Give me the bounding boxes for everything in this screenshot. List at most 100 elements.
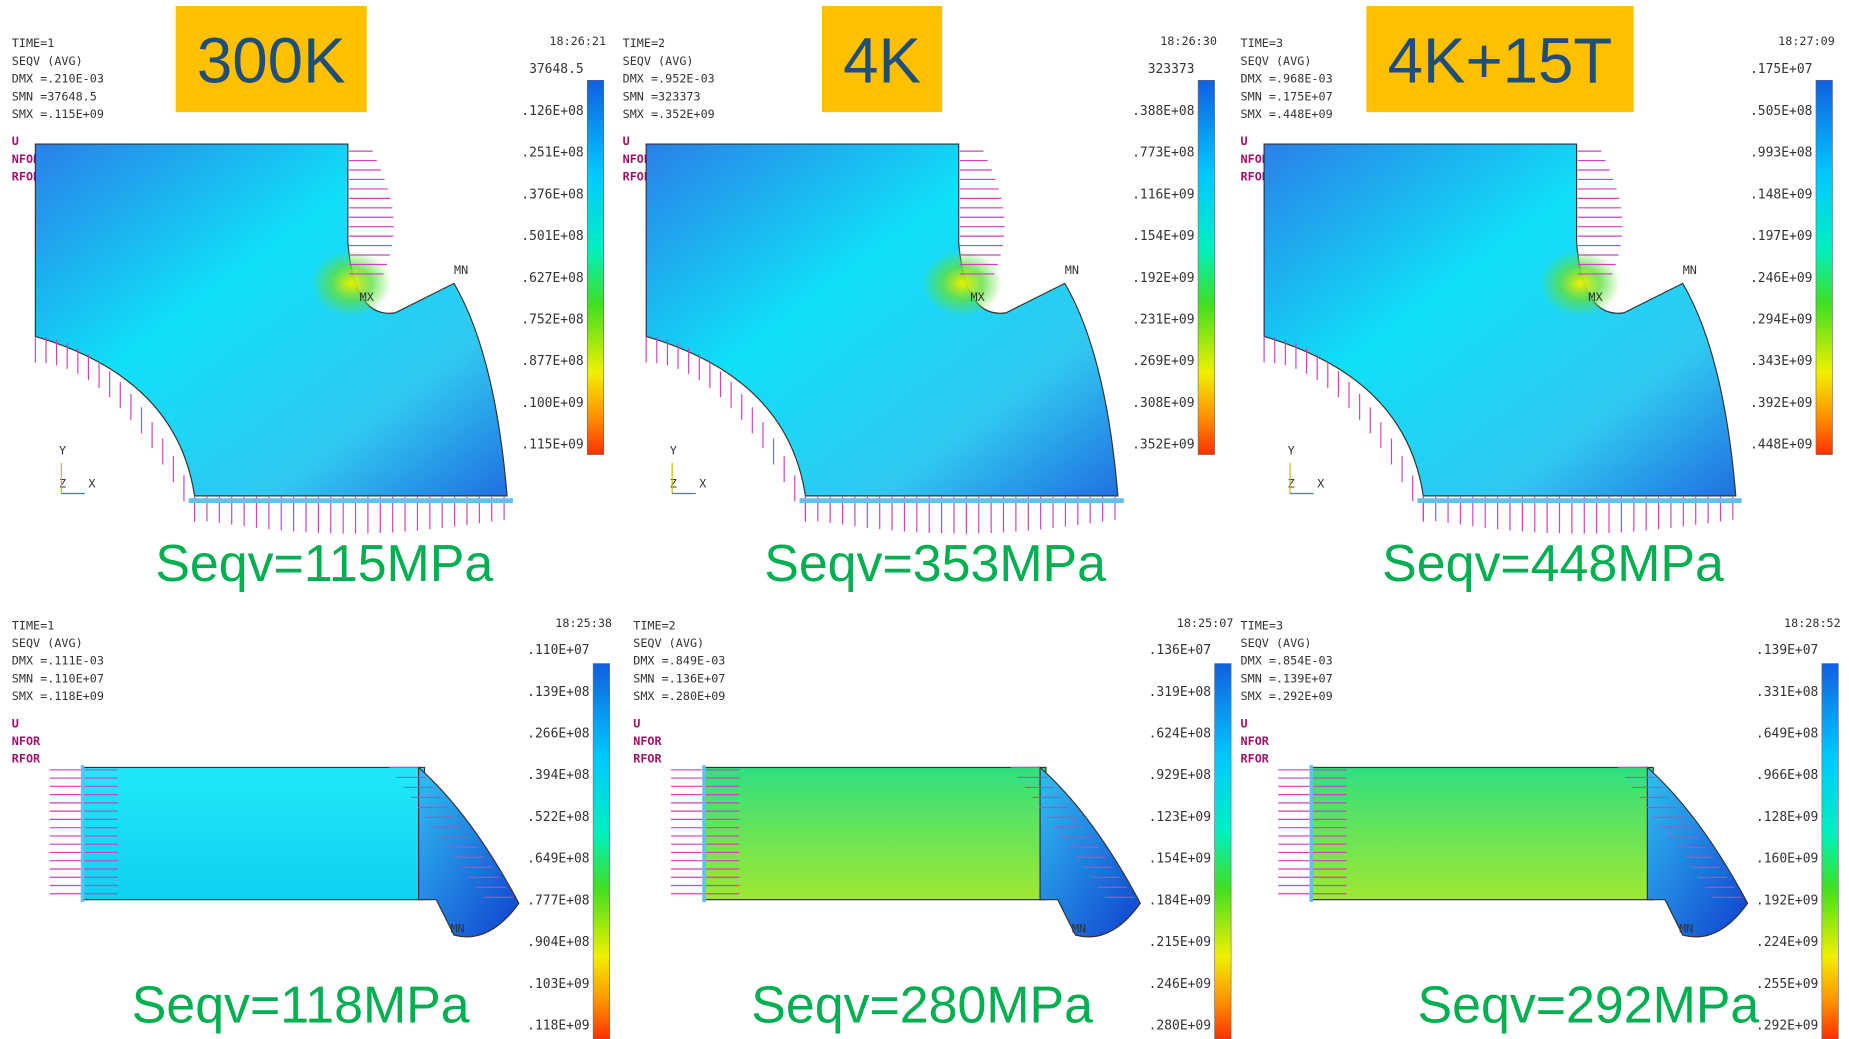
scale-label: .139E+07 (1756, 643, 1818, 658)
scale-label: .100E+09 (521, 396, 583, 411)
scale-label: .123E+09 (1149, 810, 1211, 825)
load-legend: U (1241, 134, 1248, 148)
min-stress: SMN =37648.5 (12, 89, 97, 103)
stress-type: SEQV (AVG) (12, 636, 83, 650)
model-tip (419, 767, 519, 936)
time-step: TIME=3 (1241, 618, 1284, 632)
stress-hotspot (1540, 250, 1620, 316)
time-stamp: 18:26:21 (549, 34, 606, 48)
scale-label: .184E+09 (1149, 893, 1211, 908)
scale-label: .192E+09 (1756, 893, 1818, 908)
scale-label: .501E+08 (521, 229, 583, 244)
scale-label: .110E+07 (527, 643, 589, 658)
scale-label: .215E+09 (1149, 935, 1211, 950)
color-bar (593, 664, 610, 1039)
result-text: Seqv=448MPa (1382, 535, 1724, 593)
min-marker: MN (1683, 263, 1697, 277)
stress-hotspot (311, 250, 391, 316)
min-stress: SMN =323373 (623, 89, 701, 103)
load-legend: U (623, 134, 630, 148)
temperature-label: 4K (843, 25, 921, 97)
result-panel: TIME=1SEQV (AVG)DMX =.111E-03SMN =.110E+… (12, 616, 612, 1039)
max-stress: SMX =.292E+09 (1241, 689, 1333, 703)
min-marker: MN (1679, 922, 1693, 936)
model-shape (35, 144, 507, 496)
time-stamp: 18:27:09 (1778, 34, 1835, 48)
model-body (83, 767, 425, 899)
scale-label: .624E+08 (1149, 727, 1211, 742)
stress-type: SEQV (AVG) (12, 54, 83, 68)
result-text: Seqv=292MPa (1418, 976, 1760, 1034)
scale-label: .246E+09 (1149, 977, 1211, 992)
scale-label: .993E+08 (1750, 146, 1812, 161)
scale-label: .280E+09 (1149, 1019, 1211, 1034)
scale-label: .773E+08 (1132, 146, 1194, 161)
min-stress: SMN =.139E+07 (1241, 671, 1333, 685)
scale-label: 37648.5 (529, 62, 584, 77)
result-text: Seqv=353MPa (764, 535, 1106, 593)
load-legend: NFOR (1241, 734, 1270, 748)
scale-label: .103E+09 (527, 977, 589, 992)
min-stress: SMN =.136E+07 (633, 671, 725, 685)
scale-label: .154E+09 (1149, 852, 1211, 867)
result-text: Seqv=280MPa (751, 976, 1093, 1034)
scale-label: .192E+09 (1132, 271, 1194, 286)
max-displacement: DMX =.968E-03 (1241, 72, 1333, 86)
time-step: TIME=1 (12, 36, 55, 50)
scale-label: .160E+09 (1756, 852, 1818, 867)
stress-type: SEQV (AVG) (633, 636, 704, 650)
page: TIME=1 SEQV (AVG) DMX =.210E-03 SMN =37648.… (0, 0, 1849, 1039)
scale-label: .231E+09 (1132, 312, 1194, 327)
scale-label: 323373 (1148, 62, 1195, 77)
scale-label: .116E+09 (1132, 187, 1194, 202)
max-displacement: DMX =.210E-03 (12, 72, 104, 86)
scale-label: .343E+09 (1750, 354, 1812, 369)
stress-hotspot (922, 250, 1002, 316)
stress-type: SEQV (AVG) (623, 54, 694, 68)
scale-label: .376E+08 (521, 187, 583, 202)
scale-label: .904E+08 (527, 935, 589, 950)
scale-label: .777E+08 (527, 893, 589, 908)
result-text: Seqv=115MPa (155, 535, 493, 593)
scale-label: .627E+08 (521, 271, 583, 286)
scale-label: .292E+09 (1756, 1019, 1818, 1034)
scale-label: .308E+09 (1132, 396, 1194, 411)
axis-x: X (699, 477, 706, 491)
time-stamp: 18:25:38 (555, 616, 612, 630)
scale-label: .148E+09 (1750, 187, 1812, 202)
color-bar (1822, 664, 1839, 1039)
result-panel: TIME=3SEQV (AVG)DMX =.854E-03SMN =.139E+… (1241, 616, 1841, 1039)
result-panel: TIME=1 SEQV (AVG) DMX =.210E-03 SMN =37648.… (12, 6, 606, 593)
max-stress: SMX =.448E+09 (1241, 107, 1333, 121)
time-stamp: 18:25:07 (1177, 616, 1234, 630)
scale-label: .139E+08 (527, 685, 589, 700)
scale-label: .115E+09 (521, 438, 583, 453)
axis-y: Y (670, 444, 677, 458)
temperature-label: 300K (197, 25, 346, 97)
min-stress: SMN =.175E+07 (1241, 89, 1333, 103)
temperature-label: 4K+15T (1388, 25, 1613, 97)
scale-label: .128E+09 (1756, 810, 1818, 825)
min-stress: SMN =.110E+07 (12, 671, 104, 685)
color-bar (587, 80, 604, 454)
scale-label: .175E+07 (1750, 62, 1812, 77)
scale-label: .294E+09 (1750, 312, 1812, 327)
max-stress: SMX =.280E+09 (633, 689, 725, 703)
axis-z: Z (59, 477, 66, 491)
scale-label: .649E+08 (1756, 727, 1818, 742)
max-stress: SMX =.115E+09 (12, 107, 104, 121)
scale-label: .269E+09 (1132, 354, 1194, 369)
axis-z: Z (670, 477, 677, 491)
model-shape (1264, 144, 1736, 496)
time-stamp: 18:28:52 (1784, 616, 1841, 630)
scale-label: .136E+07 (1149, 643, 1211, 658)
scale-label: .394E+08 (527, 768, 589, 783)
min-marker: MN (1072, 922, 1086, 936)
model-body (704, 767, 1046, 899)
scale-label: .126E+08 (521, 104, 583, 119)
max-displacement: DMX =.952E-03 (623, 72, 715, 86)
load-legend: NFOR (633, 734, 662, 748)
scale-label: .752E+08 (521, 312, 583, 327)
